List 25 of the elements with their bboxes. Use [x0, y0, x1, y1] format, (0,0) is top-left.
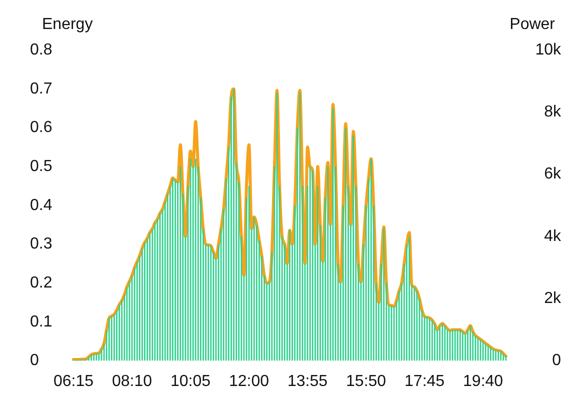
- y2-tick-label: 6k: [544, 166, 562, 183]
- y-tick-label: 0.5: [30, 158, 52, 175]
- x-tick-label: 19:40: [463, 372, 504, 390]
- y2-tick-label: 2k: [544, 290, 562, 308]
- x-tick-label: 12:00: [229, 372, 270, 390]
- y-tick-label: 0.8: [30, 41, 52, 58]
- y-tick-label: 0.3: [30, 236, 52, 253]
- x-tick-label: 17:45: [404, 372, 445, 390]
- y-tick-label: 0.7: [30, 80, 52, 98]
- y2-axis-title: Power: [510, 16, 555, 34]
- x-tick-label: 06:15: [53, 372, 94, 390]
- y-tick-label: 0: [30, 352, 39, 370]
- y2-tick-label: 4k: [544, 228, 562, 245]
- y2-tick-label: 10k: [535, 41, 562, 58]
- y-tick-label: 0.2: [30, 274, 52, 292]
- x-tick-label: 10:05: [170, 372, 211, 390]
- y2-tick-label: 0: [552, 352, 562, 370]
- y-tick-label: 0.1: [30, 313, 52, 330]
- y-tick-label: 0.4: [30, 196, 52, 214]
- x-tick-label: 08:10: [112, 372, 152, 390]
- y-axis-title: Energy: [42, 16, 93, 34]
- x-tick-label: 15:50: [346, 372, 386, 390]
- y-tick-label: 0.6: [30, 119, 52, 136]
- y2-tick-label: 8k: [544, 104, 562, 121]
- x-tick-label: 13:55: [288, 372, 328, 390]
